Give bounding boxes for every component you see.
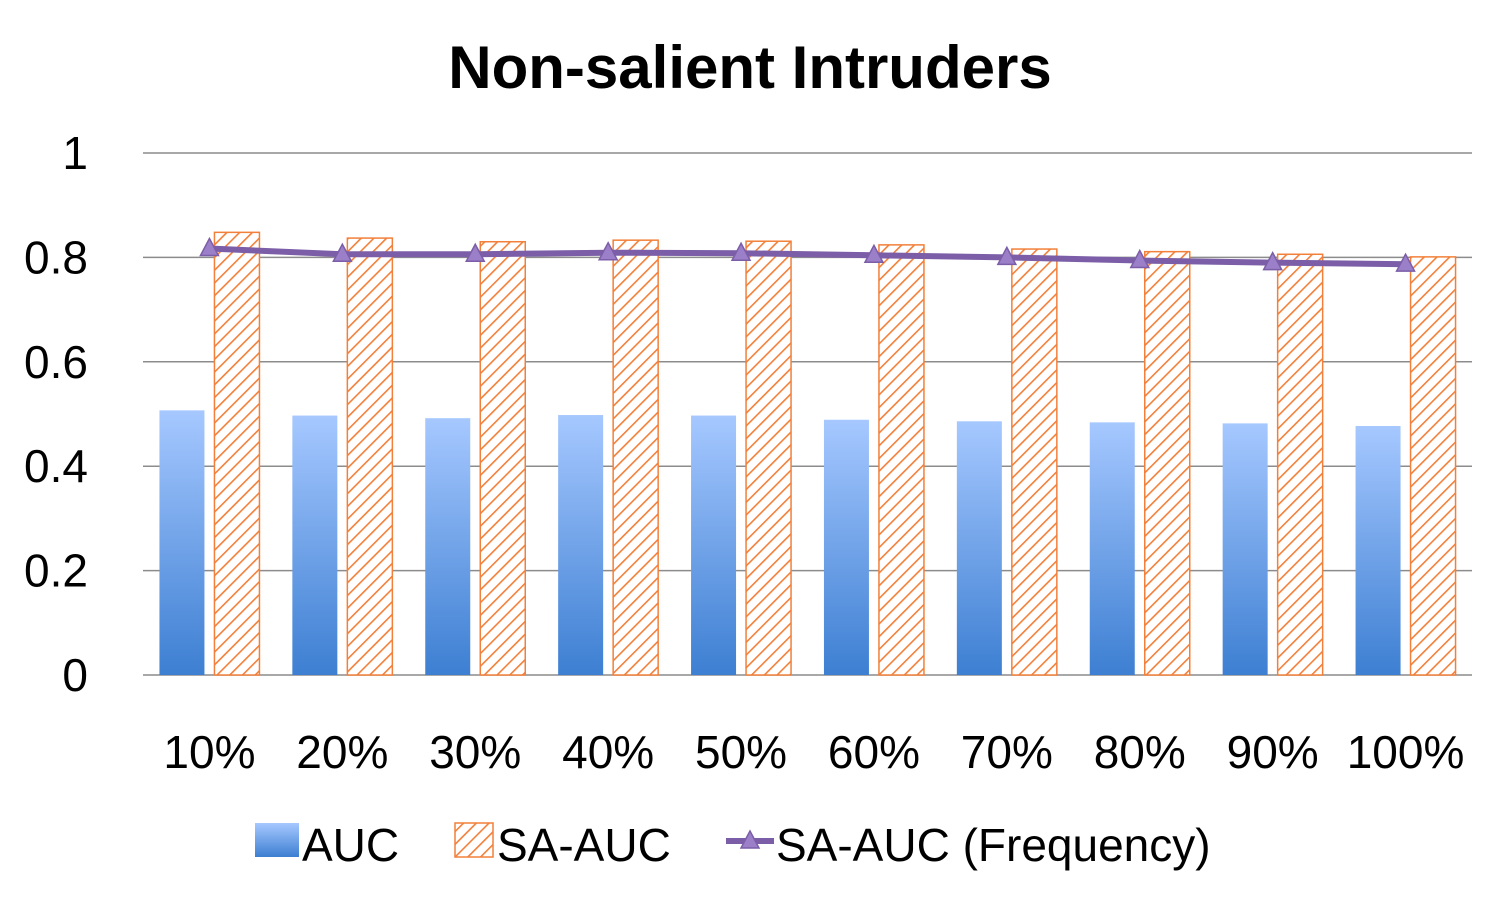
legend-swatch-marker [739,829,761,849]
y-tick-label: 1 [62,127,88,179]
sa-auc-bar [1144,250,1191,676]
x-tick-label: 80% [1094,726,1186,778]
auc-bar [159,410,205,675]
auc-bar [558,415,604,675]
auc-bar [292,415,338,675]
x-tick-label: 90% [1227,726,1319,778]
gridlines [143,152,1472,676]
sa-auc-frequency-marker [1395,252,1416,272]
sa-auc-bar [346,237,394,676]
frequency-line [199,236,1416,272]
x-tick-label: 30% [429,726,521,778]
x-tick-label: 10% [163,726,255,778]
sa-auc-frequency-marker [996,245,1018,266]
x-tick-label: 100% [1347,726,1465,778]
legend: AUC SA-AUC SA-AUC (Frequency) [255,819,1211,871]
y-tick-label: 0.6 [24,336,88,388]
auc-bar [1355,426,1401,675]
legend-label-auc: AUC [302,819,399,871]
sa-auc-frequency-line [209,245,1406,268]
sa-auc-frequency-marker [1129,248,1150,269]
auc-bar [1089,422,1135,675]
sa-auc-frequency-marker [332,242,353,263]
x-tick-label: 50% [695,726,787,778]
x-tick-label: 40% [562,726,654,778]
auc-bar [823,419,869,675]
legend-label-sa-auc-frequency: SA-AUC (Frequency) [776,819,1211,871]
sa-auc-bar [479,240,526,676]
y-tick-label: 0.8 [24,231,88,283]
x-tick-label: 60% [828,726,920,778]
sa-auc-frequency-marker [863,243,885,264]
x-axis-ticks: 10% 20% 30% 40% 50% 60% 70% 80% 90% 100% [163,726,1464,778]
sa-auc-frequency-marker [597,241,619,261]
legend-label-sa-auc: SA-AUC [497,819,671,871]
sa-auc-bar [1409,256,1457,676]
chart-title: Non-salient Intruders [448,34,1051,101]
y-tick-label: 0.2 [24,545,88,597]
y-tick-label: 0 [62,649,88,701]
auc-bar [1222,423,1268,675]
auc-bar [425,418,471,675]
sa-auc-bar [1011,248,1058,676]
sa-auc-bar [745,240,792,676]
bars [159,231,1457,676]
sa-auc-bar [612,239,659,676]
x-tick-label: 70% [961,726,1053,778]
sa-auc-frequency-marker [1262,251,1283,271]
legend-swatch-auc [255,823,299,857]
legend-swatch-sa-auc [454,822,494,858]
y-axis-ticks: 0 0.2 0.4 0.6 0.8 1 [24,127,88,701]
sa-auc-bar [213,231,261,676]
auc-bar [691,415,737,675]
sa-auc-frequency-marker [730,241,752,261]
x-tick-label: 20% [296,726,388,778]
sa-auc-bar [878,244,925,676]
auc-bar [956,421,1002,675]
sa-auc-frequency-marker [465,242,486,263]
sa-auc-bar [1276,253,1324,676]
sa-auc-frequency-marker [199,236,220,257]
y-tick-label: 0.4 [24,440,88,492]
